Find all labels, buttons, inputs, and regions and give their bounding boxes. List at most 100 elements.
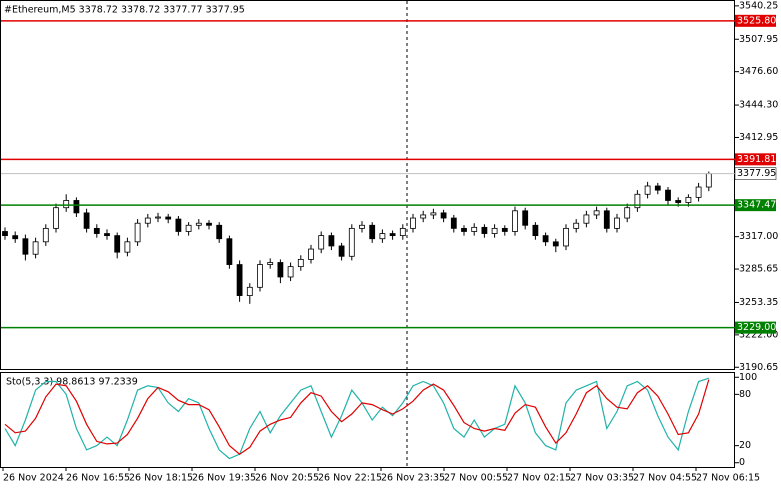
candle-body bbox=[379, 233, 386, 240]
indicator-y-tick-label: 100 bbox=[739, 372, 757, 383]
x-tick-label: 27 Nov 03:35 bbox=[570, 473, 634, 484]
level-label-box bbox=[735, 199, 776, 212]
candle-body bbox=[308, 248, 314, 260]
indicator-line bbox=[4, 379, 710, 455]
candle-body bbox=[481, 226, 488, 234]
candle-body bbox=[53, 207, 59, 229]
candle-body bbox=[675, 200, 682, 203]
x-tick-label: 26 Nov 16:55 bbox=[66, 473, 130, 484]
chart-title: #Ethereum,M5 3378.72 3378.72 3377.77 337… bbox=[4, 5, 245, 16]
candle-body bbox=[532, 224, 539, 237]
candle-body bbox=[603, 210, 610, 229]
candle-body bbox=[277, 262, 284, 278]
candle-body bbox=[73, 200, 80, 214]
y-tick-label: 3476.60 bbox=[739, 66, 778, 77]
candle-body bbox=[124, 241, 131, 253]
candle-body bbox=[491, 227, 498, 234]
candle-body bbox=[552, 241, 559, 247]
candle-body bbox=[216, 224, 223, 240]
candle-body bbox=[440, 212, 447, 219]
main-panel bbox=[0, 0, 735, 370]
candle-body bbox=[389, 233, 396, 237]
indicator-y-tick-label: 80 bbox=[739, 389, 751, 400]
candle-body bbox=[359, 224, 365, 229]
candle-body bbox=[410, 217, 416, 229]
candle-body bbox=[2, 231, 8, 237]
x-tick-label: 26 Nov 22:15 bbox=[318, 473, 382, 484]
level-label: 3525.80 bbox=[737, 15, 776, 26]
indicator-y-tick-label: 0 bbox=[739, 457, 745, 468]
candle-body bbox=[114, 235, 121, 253]
candle-body bbox=[93, 227, 100, 234]
y-tick-label: 3507.95 bbox=[739, 34, 778, 45]
candle-body bbox=[134, 222, 141, 243]
y-tick-label: 3412.95 bbox=[739, 132, 778, 143]
candle-body bbox=[144, 217, 151, 224]
candle-body bbox=[42, 227, 49, 243]
candle-body bbox=[155, 216, 161, 219]
candle-body bbox=[104, 233, 110, 237]
level-label-box bbox=[735, 14, 776, 27]
candle-body bbox=[685, 196, 692, 203]
x-tick-label: 27 Nov 02:15 bbox=[507, 473, 571, 484]
candle-body bbox=[471, 226, 478, 232]
indicator-line bbox=[4, 377, 709, 460]
x-tick-label: 26 Nov 18:15 bbox=[129, 473, 193, 484]
candle-body bbox=[22, 238, 29, 255]
current-price-label: 3377.95 bbox=[737, 168, 776, 179]
y-tick-label: 3540.25 bbox=[739, 0, 778, 11]
x-tick-label: 27 Nov 04:55 bbox=[633, 473, 697, 484]
indicator-y-tick-label: 20 bbox=[739, 440, 751, 451]
y-tick-label: 3444.30 bbox=[739, 100, 778, 111]
candle-body bbox=[665, 189, 671, 201]
candle-body bbox=[185, 224, 192, 232]
x-tick-label: 26 Nov 23:35 bbox=[381, 473, 445, 484]
candle-body bbox=[624, 207, 631, 219]
candle-body bbox=[206, 222, 212, 226]
candle-body bbox=[236, 264, 243, 296]
candle-body bbox=[522, 210, 529, 226]
candle-body bbox=[461, 227, 467, 232]
x-tick-label: 26 Nov 20:55 bbox=[255, 473, 319, 484]
candle-body bbox=[430, 212, 437, 216]
y-tick-label: 3222.00 bbox=[739, 329, 778, 340]
candle-body bbox=[644, 185, 651, 195]
x-tick-label: 27 Nov 00:55 bbox=[444, 473, 508, 484]
candle-body bbox=[450, 217, 457, 229]
candle-body bbox=[246, 286, 253, 296]
level-label: 3347.47 bbox=[737, 200, 776, 211]
y-tick-label: 3190.65 bbox=[739, 362, 778, 373]
candle-body bbox=[195, 222, 202, 226]
candle-body bbox=[369, 224, 376, 240]
candle-body bbox=[32, 241, 39, 255]
y-tick-label: 3285.65 bbox=[739, 264, 778, 275]
candle-body bbox=[542, 235, 549, 243]
candle-body bbox=[501, 227, 508, 232]
x-tick-label: 27 Nov 06:15 bbox=[696, 473, 760, 484]
x-tick-label: 26 Nov 2024 bbox=[3, 473, 64, 484]
indicator-title: Sto(5,3,3) 98.8613 97.2339 bbox=[6, 377, 138, 388]
candle-body bbox=[593, 210, 600, 216]
level-label: 3229.00 bbox=[737, 322, 776, 333]
candle-body bbox=[512, 210, 518, 232]
candle-body bbox=[420, 214, 427, 219]
candle-body bbox=[165, 216, 172, 220]
candle-body bbox=[318, 235, 325, 250]
candle-body bbox=[573, 222, 580, 229]
candle-body bbox=[634, 193, 641, 209]
x-tick-label: 26 Nov 19:35 bbox=[192, 473, 256, 484]
level-label-box bbox=[735, 321, 776, 334]
current-price-box bbox=[734, 167, 777, 180]
candle-body bbox=[328, 235, 335, 247]
candle-body bbox=[297, 258, 304, 268]
candle-body bbox=[175, 218, 182, 232]
candle-body bbox=[614, 217, 620, 229]
candle-body bbox=[399, 227, 406, 237]
candle-body bbox=[12, 235, 19, 240]
candle-body bbox=[563, 227, 569, 247]
y-tick-label: 3317.00 bbox=[739, 231, 778, 242]
y-tick-label: 3253.35 bbox=[739, 297, 778, 308]
level-label: 3391.81 bbox=[737, 154, 776, 165]
